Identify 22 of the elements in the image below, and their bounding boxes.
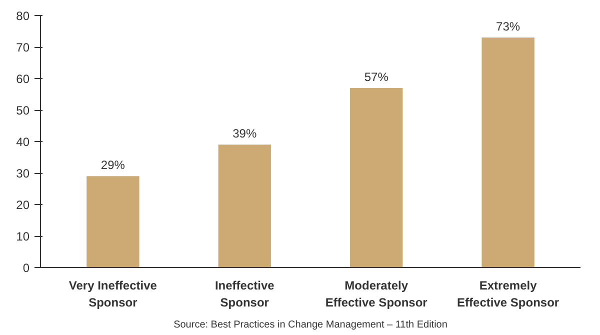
- y-tick-label: 10: [16, 230, 30, 244]
- x-tick-label: Extremely Effective Sponsor: [457, 278, 560, 310]
- y-tick-label: 20: [16, 198, 30, 212]
- y-tick-label: 40: [16, 135, 30, 149]
- y-tick-label: 70: [16, 40, 30, 54]
- x-tick-label: Moderately Effective Sponsor: [325, 278, 428, 310]
- bar: [86, 176, 140, 268]
- bar: [482, 38, 534, 268]
- y-tick-label: 80: [16, 9, 30, 23]
- data-label: 73%: [496, 20, 520, 34]
- data-label: 29%: [100, 158, 126, 172]
- data-label: 39%: [232, 126, 257, 141]
- x-tick-label: Very Ineffective Sponsor: [68, 278, 158, 310]
- data-label: 57%: [364, 70, 389, 84]
- bar: [350, 88, 403, 268]
- y-tick-label: 30: [16, 166, 30, 180]
- x-tick-label: Ineffective Sponsor: [214, 278, 275, 310]
- bar: [218, 144, 271, 268]
- source-note: Source: Best Practices in Change Management – 11th Edition: [174, 320, 448, 330]
- y-tick-label: 0: [22, 261, 30, 275]
- y-tick-label: 60: [16, 72, 30, 86]
- y-tick-label: 50: [16, 104, 30, 118]
